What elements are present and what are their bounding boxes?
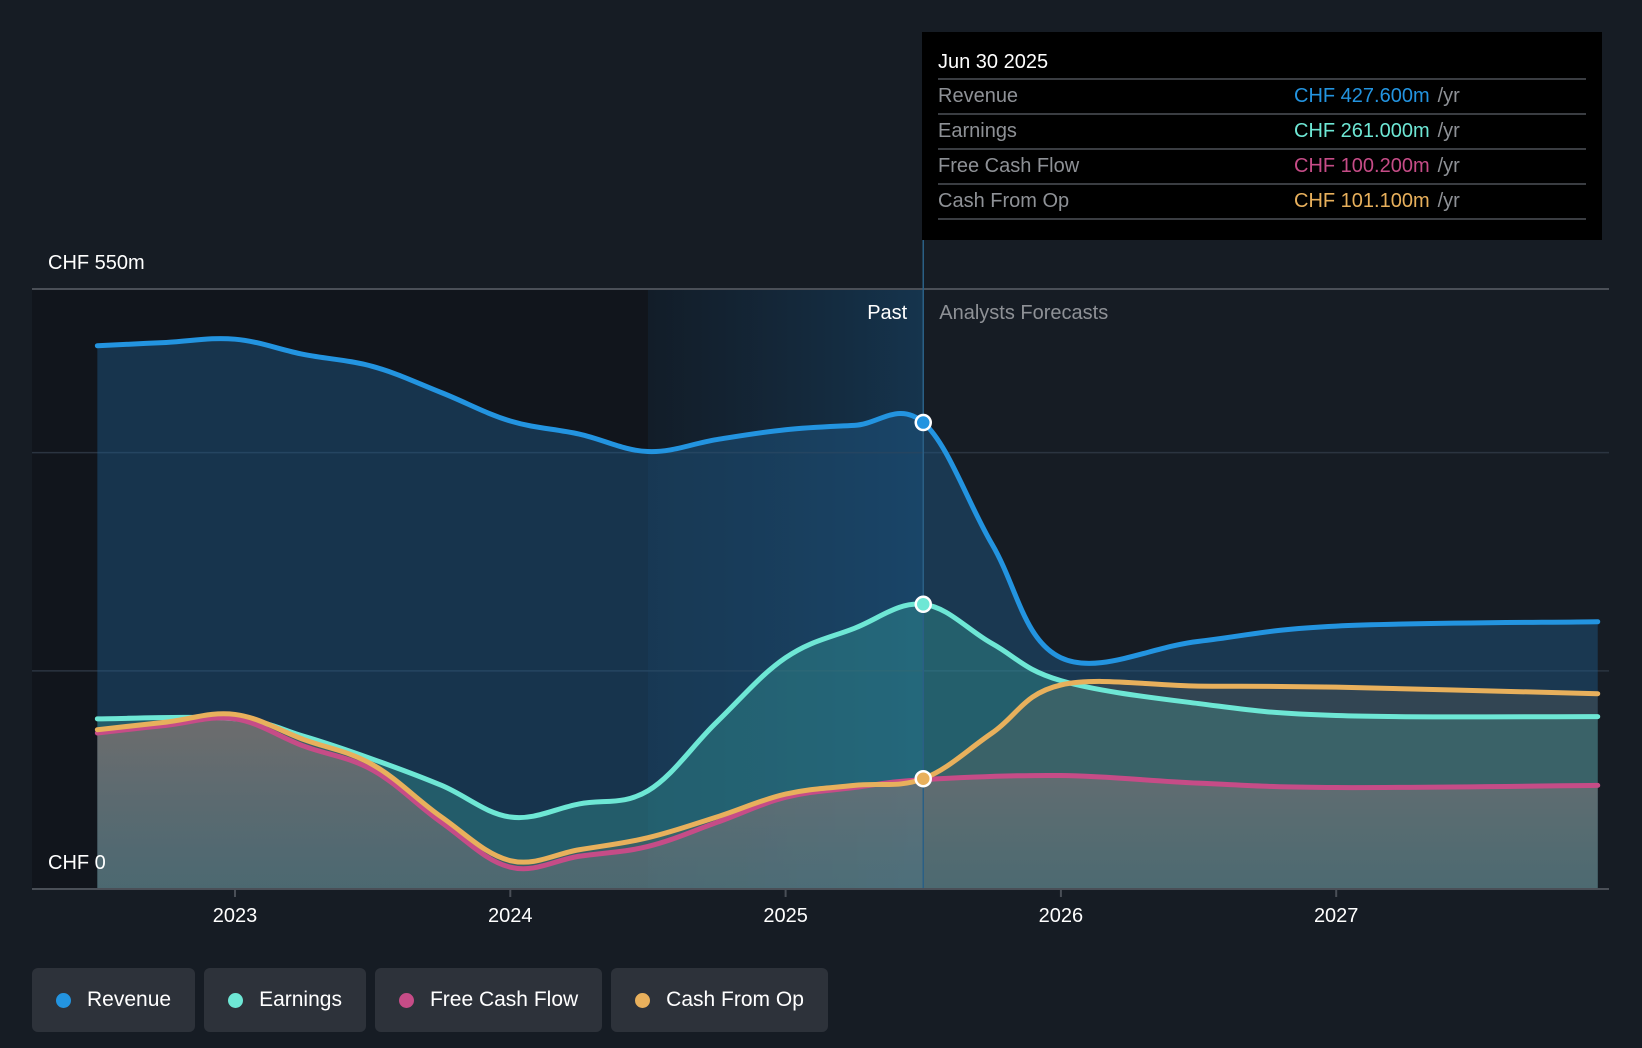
tooltip-row-name: Revenue — [938, 85, 1019, 107]
earnings-line — [94, 601, 1601, 821]
revenue-area — [97, 338, 1598, 889]
past-label: Past — [867, 302, 907, 324]
cash-from-op-line — [94, 678, 1601, 865]
legend-item-free-cash-flow[interactable]: Free Cash Flow — [374, 968, 603, 1032]
x-tick-label: 2023 — [213, 905, 258, 927]
tooltip-row-value: CHF 101.100m — [1294, 190, 1430, 212]
legend-item-cash-from-op[interactable]: Cash From Op — [611, 968, 828, 1032]
free-cash-flow-line — [94, 715, 1601, 872]
tooltip-row-unit: /yr — [1437, 120, 1460, 142]
x-tick-label: 2024 — [488, 905, 533, 927]
legend-item-earnings[interactable]: Earnings — [204, 968, 366, 1032]
y-axis-bottom-label: CHF 0 — [48, 852, 106, 874]
tooltip-row-cash-from-op: Cash From Op CHF 101.100m /yr — [938, 183, 1586, 218]
tooltip-row-earnings: Earnings CHF 261.000m /yr — [938, 113, 1586, 148]
cash-from-op-marker — [914, 769, 932, 788]
tooltip-row-name: Earnings — [938, 120, 1017, 142]
forecast-label: Analysts Forecasts — [939, 302, 1108, 324]
tooltip-row-unit: /yr — [1437, 85, 1460, 107]
tooltip: Jun 30 2025 Revenue CHF 427.600m /yr Ear… — [922, 32, 1602, 240]
revenue-marker — [914, 413, 932, 432]
revenue-line — [94, 336, 1601, 666]
legend-item-revenue[interactable]: Revenue — [32, 968, 196, 1032]
legend-dot-icon — [228, 992, 244, 1008]
tooltip-row-free-cash-flow: Free Cash Flow CHF 100.200m /yr — [938, 148, 1586, 183]
legend-label: Earnings — [259, 988, 342, 1011]
legend: Revenue Earnings Free Cash Flow Cash Fro… — [32, 968, 828, 1032]
legend-dot-icon — [398, 992, 414, 1008]
tooltip-date: Jun 30 2025 — [938, 51, 1049, 73]
legend-dot-icon — [56, 992, 71, 1008]
tooltip-row-name: Free Cash Flow — [938, 155, 1080, 177]
tooltip-row-name: Cash From Op — [938, 190, 1070, 212]
x-tick-label: 2025 — [763, 905, 808, 927]
earnings-marker — [914, 595, 932, 614]
tooltip-row-value: CHF 427.600m — [1294, 85, 1430, 107]
legend-label: Revenue — [87, 988, 172, 1011]
tooltip-row-value: CHF 261.000m — [1294, 120, 1430, 142]
tooltip-row-unit: /yr — [1437, 155, 1460, 177]
tooltip-row-revenue: Revenue CHF 427.600m /yr — [938, 78, 1586, 113]
free-cash-flow-area — [97, 717, 1598, 889]
x-tick-label: 2027 — [1314, 905, 1359, 927]
tooltip-row-unit: /yr — [1437, 190, 1460, 212]
cash-from-op-area — [97, 681, 1598, 889]
y-axis-top-label: CHF 550m — [48, 252, 145, 274]
legend-dot-icon — [635, 992, 651, 1008]
legend-label: Free Cash Flow — [429, 988, 579, 1011]
legend-label: Cash From Op — [666, 988, 804, 1011]
tooltip-row-value: CHF 100.200m — [1294, 155, 1430, 177]
x-tick-label: 2026 — [1039, 905, 1084, 927]
